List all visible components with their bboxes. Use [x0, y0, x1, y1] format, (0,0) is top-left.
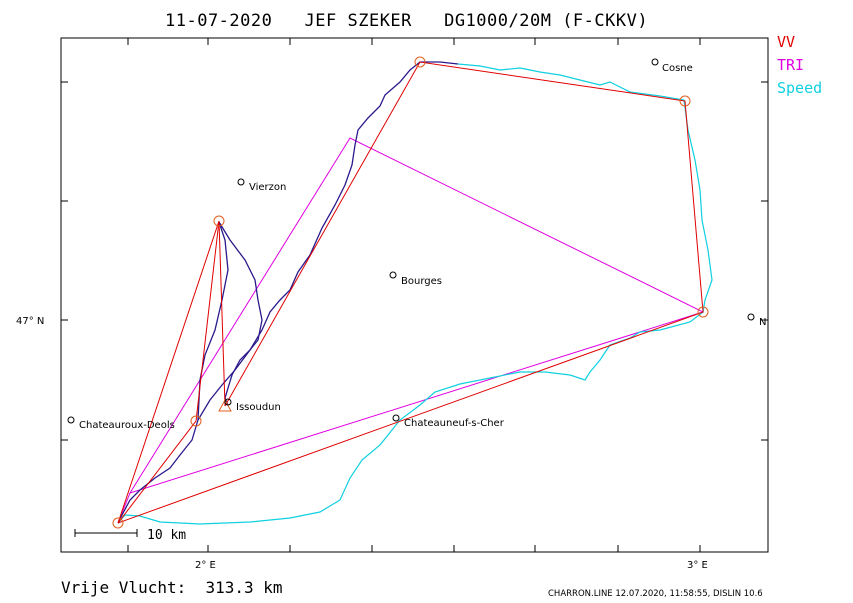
- town-vierzon: Vierzon: [237, 178, 286, 193]
- turnpoint-marker: [213, 215, 225, 227]
- legend-tri: TRI: [777, 56, 804, 74]
- turnpoint-marker: [679, 95, 691, 107]
- tri-triangle: [128, 137, 705, 494]
- legend-speed: Speed: [777, 79, 822, 97]
- town-cosne: Cosne: [651, 58, 693, 74]
- turnpoint-marker: [190, 415, 202, 427]
- vv-route-link: [218, 220, 226, 407]
- axis-ticks: [61, 38, 768, 552]
- turnpoint-marker: [697, 306, 709, 318]
- lon-label-2e: 2° E: [195, 560, 216, 571]
- flight-track-loop: [197, 221, 263, 421]
- town-bourges: Bourges: [389, 271, 442, 287]
- town-clipped: N: [747, 313, 766, 328]
- lon-label-3e: 3° E: [687, 560, 708, 571]
- speed-track: [117, 63, 713, 525]
- footer-info: CHARRON.LINE 12.07.2020, 11:58:55, DISLI…: [548, 589, 763, 599]
- town-label: Cosne: [662, 63, 693, 74]
- town-label: N: [759, 317, 766, 328]
- turnpoint-marker: [112, 517, 124, 529]
- turnpoints: [112, 56, 709, 529]
- scale-bar: [74, 529, 138, 537]
- town-label: Chateauroux-Deols: [79, 420, 175, 431]
- town-label: Vierzon: [249, 182, 286, 193]
- scale-bar-label: 10 km: [147, 528, 186, 543]
- flight-track: [117, 61, 459, 524]
- town-label: Chateauneuf-s-Cher: [404, 418, 505, 429]
- map-title: 11-07-2020 JEF SZEKER DG1000/20M (F-CKKV…: [165, 11, 648, 31]
- vv-route-main: [117, 61, 704, 524]
- town-issoudun: Issoudun: [224, 398, 281, 413]
- town-chateauroux: Chateauroux-Deols: [67, 416, 175, 431]
- town-label: Bourges: [401, 276, 442, 287]
- vv-route: [117, 220, 220, 524]
- town-label: Issoudun: [236, 402, 281, 413]
- free-flight-distance: Vrije Vlucht: 313.3 km: [61, 578, 283, 597]
- legend-vv: VV: [777, 33, 795, 51]
- map-frame: [60, 37, 769, 553]
- town-chateauneuf: Chateauneuf-s-Cher: [392, 414, 505, 429]
- lat-label: 47° N: [16, 316, 44, 327]
- turnpoint-marker: [414, 56, 426, 68]
